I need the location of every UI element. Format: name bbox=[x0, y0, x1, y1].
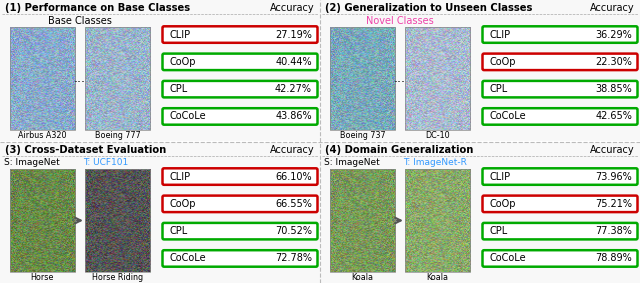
FancyBboxPatch shape bbox=[163, 196, 317, 212]
Text: CLIP: CLIP bbox=[169, 171, 190, 182]
Text: 43.86%: 43.86% bbox=[275, 112, 312, 121]
Bar bbox=[404, 169, 470, 272]
Text: CoCoLe: CoCoLe bbox=[169, 254, 205, 263]
Text: Novel Classes: Novel Classes bbox=[366, 16, 434, 26]
Bar bbox=[10, 27, 76, 130]
Text: 78.89%: 78.89% bbox=[595, 254, 632, 263]
FancyBboxPatch shape bbox=[163, 223, 317, 239]
Text: 40.44%: 40.44% bbox=[275, 57, 312, 67]
Text: Accuracy: Accuracy bbox=[590, 3, 635, 13]
FancyBboxPatch shape bbox=[163, 53, 317, 70]
Bar bbox=[330, 169, 396, 272]
Text: DC-10: DC-10 bbox=[426, 131, 450, 140]
FancyBboxPatch shape bbox=[163, 26, 317, 43]
Text: CLIP: CLIP bbox=[489, 29, 510, 40]
Bar bbox=[84, 27, 150, 130]
Text: 42.65%: 42.65% bbox=[595, 112, 632, 121]
FancyBboxPatch shape bbox=[483, 168, 637, 185]
Text: CPL: CPL bbox=[489, 226, 508, 236]
Text: 73.96%: 73.96% bbox=[595, 171, 632, 182]
Text: Base Classes: Base Classes bbox=[48, 16, 112, 26]
FancyBboxPatch shape bbox=[483, 196, 637, 212]
Text: CoOp: CoOp bbox=[169, 57, 195, 67]
Text: 38.85%: 38.85% bbox=[595, 84, 632, 94]
Text: CoCoLe: CoCoLe bbox=[489, 254, 525, 263]
FancyBboxPatch shape bbox=[483, 26, 637, 43]
Text: CoOp: CoOp bbox=[169, 199, 195, 209]
Text: S: ImageNet: S: ImageNet bbox=[4, 158, 60, 167]
Text: CPL: CPL bbox=[169, 84, 188, 94]
Text: CoCoLe: CoCoLe bbox=[489, 112, 525, 121]
Text: 66.10%: 66.10% bbox=[275, 171, 312, 182]
Text: Boeing 777: Boeing 777 bbox=[95, 131, 140, 140]
FancyBboxPatch shape bbox=[163, 168, 317, 185]
Text: 27.19%: 27.19% bbox=[275, 29, 312, 40]
Bar bbox=[404, 27, 470, 130]
Text: CPL: CPL bbox=[169, 226, 188, 236]
Text: CoOp: CoOp bbox=[489, 57, 515, 67]
Bar bbox=[320, 142, 640, 283]
Text: (2) Generalization to Unseen Classes: (2) Generalization to Unseen Classes bbox=[325, 3, 532, 13]
FancyBboxPatch shape bbox=[483, 223, 637, 239]
Text: ...: ... bbox=[74, 72, 86, 85]
Text: 70.52%: 70.52% bbox=[275, 226, 312, 236]
Text: CPL: CPL bbox=[489, 84, 508, 94]
Text: Koala: Koala bbox=[427, 273, 449, 282]
FancyBboxPatch shape bbox=[483, 108, 637, 125]
Text: Airbus A320: Airbus A320 bbox=[18, 131, 67, 140]
FancyBboxPatch shape bbox=[483, 53, 637, 70]
Bar bbox=[10, 169, 76, 272]
Text: Horse Riding: Horse Riding bbox=[92, 273, 143, 282]
Text: 22.30%: 22.30% bbox=[595, 57, 632, 67]
Text: Accuracy: Accuracy bbox=[270, 145, 315, 155]
FancyBboxPatch shape bbox=[163, 250, 317, 267]
Text: Koala: Koala bbox=[351, 273, 373, 282]
Text: Accuracy: Accuracy bbox=[270, 3, 315, 13]
Text: Horse: Horse bbox=[31, 273, 54, 282]
FancyBboxPatch shape bbox=[483, 250, 637, 267]
Text: (3) Cross-Dataset Evaluation: (3) Cross-Dataset Evaluation bbox=[5, 145, 166, 155]
FancyBboxPatch shape bbox=[483, 81, 637, 97]
Text: CLIP: CLIP bbox=[489, 171, 510, 182]
Text: Accuracy: Accuracy bbox=[590, 145, 635, 155]
Text: T: ImageNet-R: T: ImageNet-R bbox=[403, 158, 467, 167]
Text: 66.55%: 66.55% bbox=[275, 199, 312, 209]
Text: 77.38%: 77.38% bbox=[595, 226, 632, 236]
Text: (4) Domain Generalization: (4) Domain Generalization bbox=[325, 145, 474, 155]
Bar bbox=[330, 27, 396, 130]
Text: S: ImageNet: S: ImageNet bbox=[324, 158, 380, 167]
Text: 36.29%: 36.29% bbox=[595, 29, 632, 40]
Text: CoCoLe: CoCoLe bbox=[169, 112, 205, 121]
Bar bbox=[320, 0, 640, 141]
Text: (1) Performance on Base Classes: (1) Performance on Base Classes bbox=[5, 3, 190, 13]
FancyBboxPatch shape bbox=[163, 108, 317, 125]
Bar bbox=[0, 0, 320, 141]
Text: CLIP: CLIP bbox=[169, 29, 190, 40]
Bar bbox=[0, 142, 320, 283]
FancyBboxPatch shape bbox=[163, 81, 317, 97]
Text: T: UCF101: T: UCF101 bbox=[83, 158, 129, 167]
Bar bbox=[84, 169, 150, 272]
Text: 72.78%: 72.78% bbox=[275, 254, 312, 263]
Text: ...: ... bbox=[394, 72, 406, 85]
Text: 75.21%: 75.21% bbox=[595, 199, 632, 209]
Text: 42.27%: 42.27% bbox=[275, 84, 312, 94]
Text: CoOp: CoOp bbox=[489, 199, 515, 209]
Text: Boeing 737: Boeing 737 bbox=[340, 131, 385, 140]
